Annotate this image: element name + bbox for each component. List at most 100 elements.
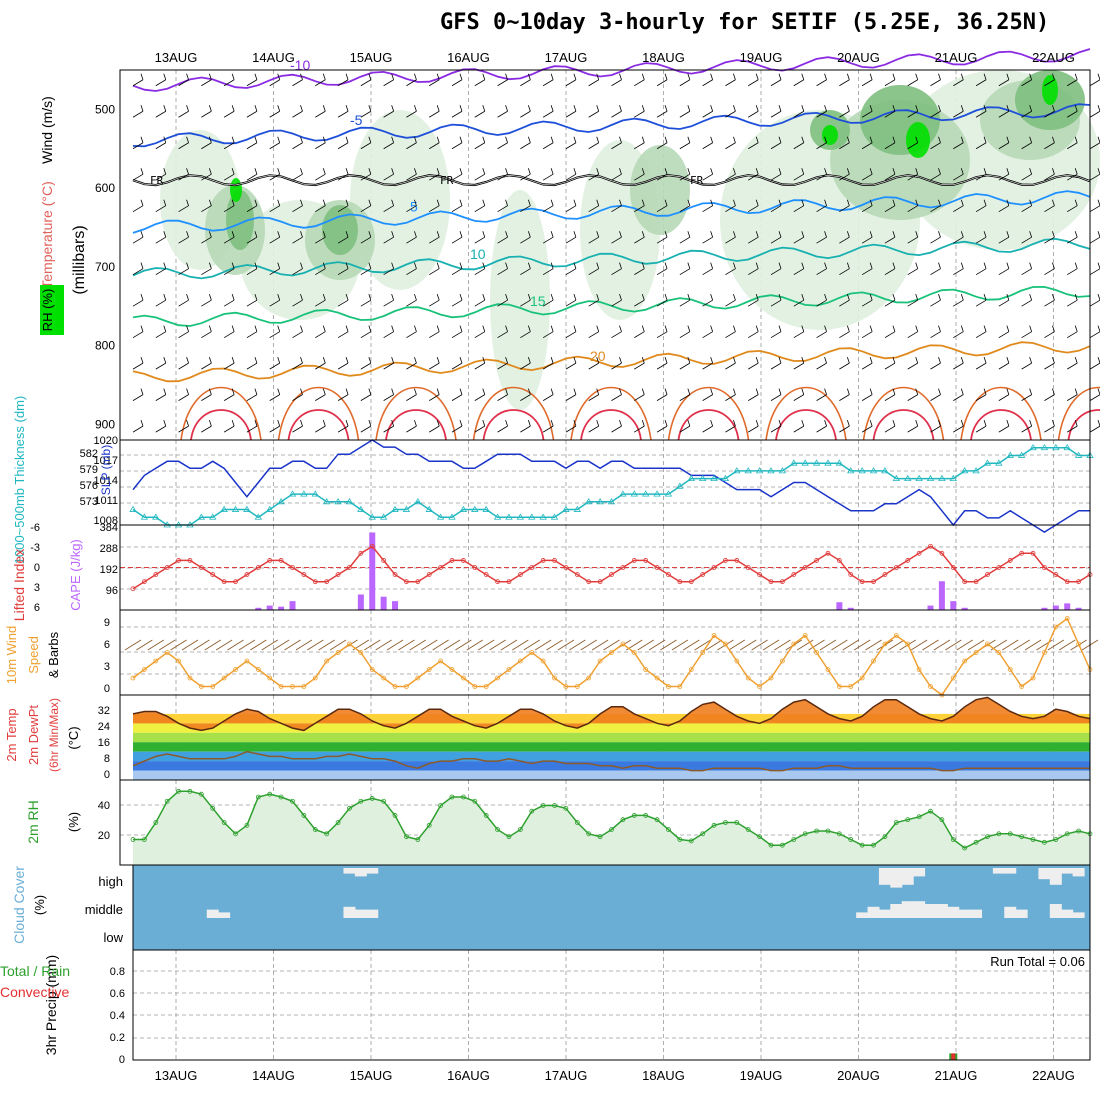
wind-barb-flag (1006, 136, 1010, 143)
wind-speed-line-point (130, 675, 136, 681)
wind-barb (360, 425, 372, 433)
wind-barb (542, 110, 554, 118)
rh-line-point (791, 837, 797, 842)
wind-barb-flag (619, 168, 622, 175)
wind-barb (477, 639, 495, 651)
wind-barb (181, 639, 199, 651)
lifted-index-line-point (187, 558, 193, 563)
wind-tick: 6 (104, 639, 110, 651)
rh-line-point (1007, 831, 1013, 837)
wind-axis-label-c: & Barbs (46, 631, 61, 678)
wind-barb (201, 362, 212, 370)
wind-barb-flag (368, 199, 372, 206)
wind-barb (201, 110, 212, 118)
rh-line-point (404, 834, 409, 840)
surface-isotherm (862, 386, 945, 441)
wind-barb-flag (1074, 73, 1078, 80)
wind-barb-flag (1052, 388, 1055, 395)
thickness-line-point (140, 513, 149, 520)
rh-shading (906, 122, 930, 158)
wind-barb (383, 362, 394, 370)
wind-barb (429, 362, 440, 370)
wind-barb-flag (892, 357, 896, 364)
wind-speed-line-point (779, 658, 785, 664)
wind-barb-flag (186, 357, 189, 364)
wind-barb (953, 173, 964, 181)
wind-barb-flag (687, 231, 691, 238)
wind-barb (588, 331, 599, 339)
wind-barb-flag (414, 262, 417, 269)
wind-barb-flag (733, 262, 736, 269)
lifted-index-line-point (1076, 579, 1082, 585)
cloud-mid-block (947, 906, 960, 918)
rh-line-point (552, 803, 557, 808)
wind-barb-flag (254, 294, 258, 301)
rh-line-point (358, 798, 364, 804)
wind-barb (520, 394, 531, 401)
wind-barb-flag (710, 136, 714, 143)
wind-barb-flag (824, 231, 827, 238)
wind-barb-flag (1052, 73, 1055, 80)
wind-barb-flag (254, 325, 258, 332)
wind-barb (497, 331, 508, 339)
wind-barb-flag (505, 325, 508, 332)
wind-barb (884, 362, 896, 370)
wind-barb (884, 425, 896, 433)
lifted-index-line-point (791, 572, 797, 577)
wind-barb-flag (755, 357, 759, 364)
rh-line-point (939, 817, 945, 823)
wind-speed-line-point (677, 684, 683, 689)
wind-barb-flag (778, 231, 782, 238)
wind-barb (748, 142, 759, 150)
wind-barb (998, 236, 1010, 244)
wind-barb (520, 362, 531, 370)
wind-barb-flag (869, 73, 873, 80)
lifted-index-line-point (438, 565, 444, 570)
wind-barb-flag (938, 262, 941, 269)
wind-barb-flag (755, 388, 759, 395)
wind-barb (565, 331, 577, 339)
wind-barb-flag (550, 294, 554, 301)
cape-bar (836, 602, 843, 610)
wind-speed-line-point (836, 684, 842, 689)
lifted-index-line-point (141, 579, 147, 585)
wind-barb-flag (596, 73, 600, 80)
rh-shading (230, 178, 242, 202)
wind-barb (1044, 110, 1055, 118)
wind-barb-flag (915, 388, 919, 395)
wind-barb-flag (1074, 136, 1078, 143)
wind-barb (178, 142, 189, 150)
wind-barb-flag (619, 357, 622, 364)
cloud-level-label: low (103, 930, 123, 945)
thickness-line-point (425, 505, 433, 512)
cloud-high-block (901, 868, 914, 885)
wind-barb (588, 205, 599, 213)
wind-barb (295, 639, 313, 651)
wind-barb (1089, 110, 1100, 118)
cloud-high-block (1061, 868, 1074, 874)
wind-speed-line-point (164, 650, 170, 655)
wind-barb (953, 268, 964, 276)
isotherm-line (132, 190, 1091, 234)
fr-label: FR (440, 174, 454, 187)
wind-barb (816, 236, 827, 244)
wind-barb (588, 299, 599, 307)
wind-barb (520, 331, 531, 339)
wind-barb-flag (368, 105, 372, 112)
wind-speed-line-point (1007, 667, 1013, 672)
wind-barb (861, 331, 873, 339)
wind-barb (1044, 425, 1055, 433)
wind-speed-line-point (483, 684, 489, 689)
isotherm-label: 5 (410, 199, 418, 215)
wind-barb (588, 394, 599, 401)
surface-isotherm (970, 409, 1032, 441)
wind-barb-flag (801, 231, 805, 238)
wind-barb-flag (527, 168, 531, 175)
wind-barb-flag (345, 136, 349, 143)
wind-barb-flag (482, 73, 486, 80)
wind-axis-label: Wind (m/s) (39, 96, 55, 164)
wind-barb-flag (1074, 105, 1078, 112)
wind-barb (383, 173, 394, 181)
thickness-line (132, 446, 1090, 526)
thickness-line-point (744, 467, 752, 474)
